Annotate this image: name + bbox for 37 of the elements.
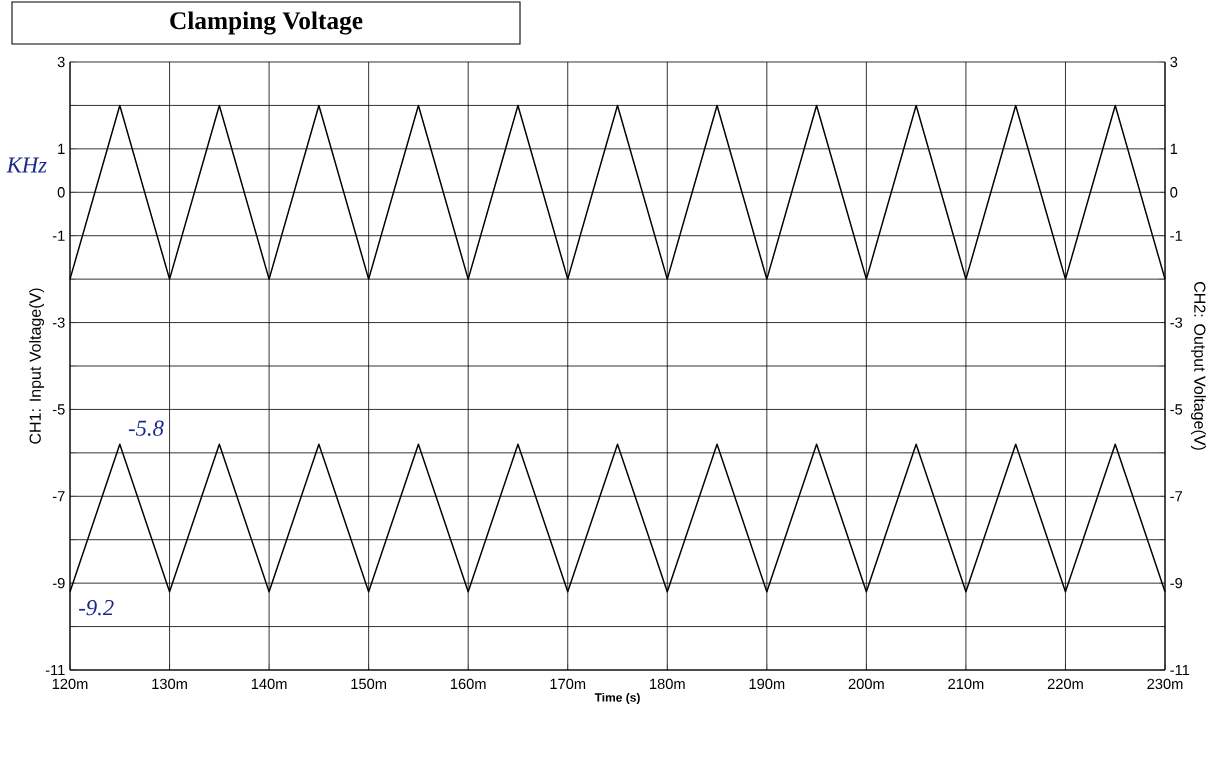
x-tick-label: 200m bbox=[848, 678, 884, 690]
text: KHz bbox=[6, 157, 47, 173]
x-tick-label: 120m bbox=[52, 678, 88, 690]
y2-tick-label: -9 bbox=[1170, 577, 1183, 589]
x-tick-label: 150m bbox=[351, 678, 387, 690]
x-tick-label: 160m bbox=[450, 678, 486, 690]
y2-tick-label: -3 bbox=[1170, 317, 1183, 328]
y2-tick-label: -1 bbox=[1170, 230, 1183, 241]
y2-tick-label: -5 bbox=[1170, 404, 1183, 415]
y-tick-label: -1 bbox=[52, 230, 65, 241]
x-tick-label: 210m bbox=[948, 678, 984, 690]
x-tick-label: 180m bbox=[650, 678, 685, 690]
y-tick-label: 3 bbox=[57, 56, 65, 68]
x-tick-label: 230m bbox=[1147, 678, 1183, 690]
annotation: -9.2 bbox=[79, 600, 114, 616]
y2-axis-title: CH2: Output Voltage(V) bbox=[1190, 282, 1206, 450]
y-tick-label: -9 bbox=[52, 577, 65, 589]
x-tick-label: 220m bbox=[1047, 678, 1083, 690]
y-axis-title: CH1: Input Voltage(V) bbox=[29, 288, 45, 444]
x-tick-label: 170m bbox=[550, 678, 586, 690]
y-tick-label: 1 bbox=[58, 143, 65, 154]
annotation: -5.8 bbox=[128, 420, 164, 436]
y2-tick-label: 1 bbox=[1170, 143, 1178, 154]
y-tick-label: 0 bbox=[57, 187, 65, 198]
x-tick-label: 190m bbox=[749, 678, 785, 690]
y-tick-label: -11 bbox=[45, 664, 65, 676]
y-tick-label: -3 bbox=[52, 317, 65, 328]
y-tick-label: -7 bbox=[52, 491, 65, 502]
y-tick-label: -5 bbox=[52, 404, 65, 415]
y2-tick-label: 3 bbox=[1170, 56, 1178, 68]
y2-tick-label: -11 bbox=[1170, 664, 1190, 676]
x-axis-title: Time (s) bbox=[594, 692, 640, 705]
x-tick-label: 140m bbox=[251, 678, 287, 690]
y2-tick-label: -7 bbox=[1170, 491, 1183, 502]
y2-tick-label: 0 bbox=[1170, 187, 1178, 198]
x-tick-label: 130m bbox=[152, 678, 187, 690]
chart-title: Clamping Voltage bbox=[170, 11, 363, 35]
